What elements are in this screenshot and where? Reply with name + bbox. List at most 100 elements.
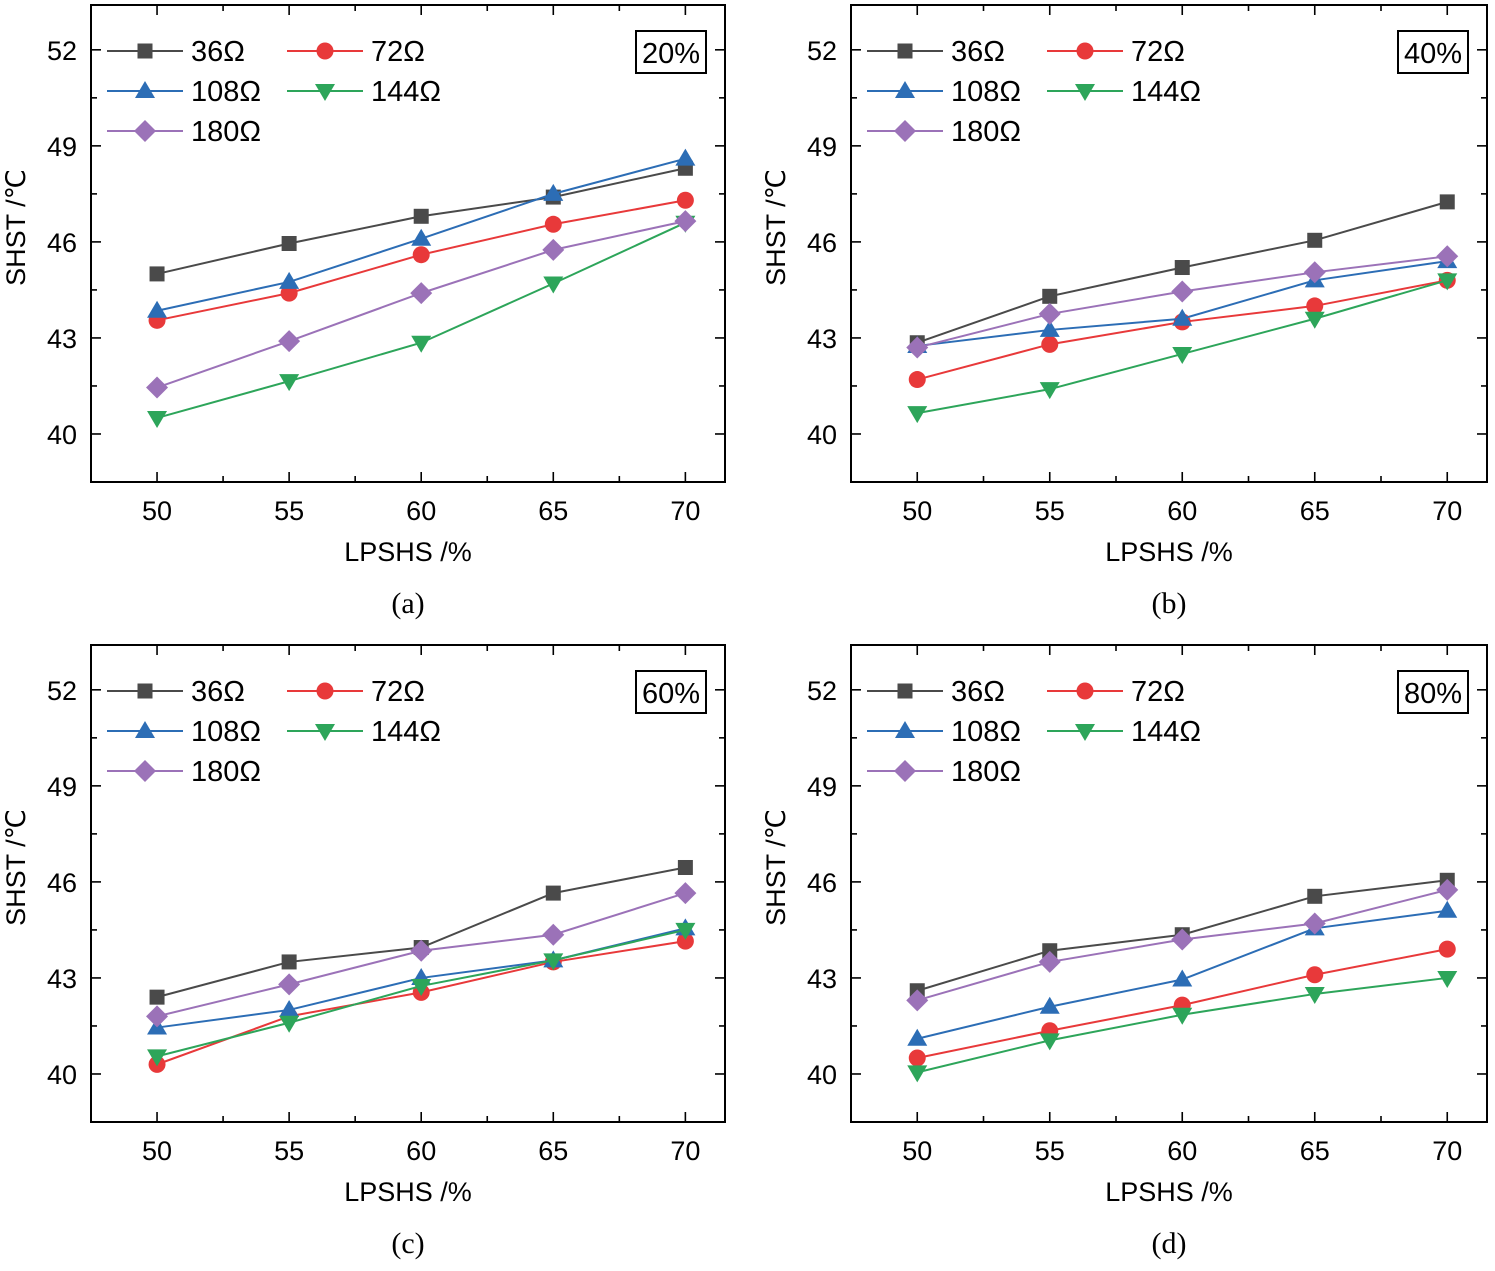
data-point [676, 191, 694, 209]
plot-frame [90, 4, 726, 483]
legend-label: 144Ω [371, 76, 441, 108]
legend-label: 144Ω [1131, 76, 1201, 108]
data-point [1041, 335, 1059, 353]
y-tick-label: 52 [47, 676, 77, 706]
legend-label: 36Ω [951, 676, 1005, 708]
data-point [1038, 950, 1061, 973]
y-tick-label: 46 [47, 868, 77, 898]
x-tick-label: 55 [1035, 496, 1065, 526]
y-tick-label: 49 [47, 772, 77, 802]
data-point [1039, 1033, 1060, 1051]
x-tick-label: 55 [274, 1136, 304, 1166]
data-point [1437, 970, 1458, 988]
y-tick-label: 40 [47, 420, 77, 450]
y-tick-label: 43 [807, 964, 837, 994]
data-point [279, 374, 300, 392]
percent-tag-box [1397, 670, 1469, 714]
percent-tag-box [635, 670, 707, 714]
data-point [1438, 940, 1456, 958]
y-tick-label: 43 [47, 964, 77, 994]
legend-marker [316, 682, 334, 700]
data-point [907, 406, 928, 424]
data-point [1303, 912, 1326, 935]
x-tick-label: 65 [538, 496, 568, 526]
data-point [411, 228, 432, 246]
data-point [410, 939, 433, 962]
legend-label: 72Ω [371, 36, 425, 68]
data-point [543, 953, 564, 971]
data-point [542, 923, 565, 946]
data-point [907, 1065, 928, 1083]
chart-panel-c: 40 43 46 49 52 50 55 60 65 70 LPSHS /% SHST /℃ (c) 36… [1, 644, 726, 1260]
data-point [1039, 382, 1060, 400]
legend-marker [894, 760, 916, 782]
data-point [674, 882, 697, 905]
data-point [413, 208, 429, 224]
data-point [1304, 311, 1325, 329]
y-tick-label: 46 [807, 228, 837, 258]
legend-marker [1075, 84, 1095, 101]
legend-marker [894, 120, 916, 142]
data-point [279, 1015, 300, 1033]
panel-caption: (c) [391, 1227, 424, 1260]
data-point [1436, 878, 1459, 901]
data-point [1304, 986, 1325, 1004]
x-tick-label: 70 [670, 496, 700, 526]
data-point [281, 236, 297, 251]
x-axis-title: LPSHS /% [1105, 537, 1233, 567]
data-point [543, 276, 564, 294]
x-tick-label: 65 [538, 1136, 568, 1166]
x-tick-label: 65 [1300, 1136, 1330, 1166]
legend-label: 36Ω [191, 36, 245, 68]
percent-tag: 40% [1404, 38, 1462, 70]
x-tick-label: 70 [670, 1136, 700, 1166]
legend-marker [897, 683, 913, 699]
x-tick-label: 50 [142, 1136, 172, 1166]
data-point [1437, 273, 1458, 291]
data-point [674, 210, 697, 233]
data-point [278, 973, 301, 996]
data-point [411, 335, 432, 353]
legend-marker [1075, 724, 1095, 741]
y-tick-label: 52 [807, 676, 837, 706]
data-point [410, 282, 433, 305]
percent-tag: 60% [642, 678, 700, 710]
legend-marker [895, 81, 915, 98]
y-axis-title: SHST /℃ [761, 809, 791, 926]
data-point [907, 1028, 928, 1046]
data-point [146, 1005, 169, 1028]
legend-marker [137, 43, 153, 59]
percent-tag: 80% [1404, 678, 1462, 710]
data-point [1171, 928, 1194, 951]
data-point [1307, 888, 1323, 904]
y-tick-label: 40 [47, 1060, 77, 1090]
x-tick-label: 50 [142, 496, 172, 526]
y-tick-label: 40 [807, 420, 837, 450]
data-point [411, 978, 432, 996]
data-point [279, 271, 300, 289]
legend-label: 108Ω [951, 716, 1021, 748]
data-point [545, 885, 561, 901]
data-point [1307, 232, 1323, 248]
data-point [1042, 943, 1058, 959]
data-point [543, 183, 564, 201]
y-tick-label: 52 [47, 36, 77, 66]
data-point [1303, 261, 1326, 284]
x-axis-title: LPSHS /% [344, 537, 472, 567]
legend-marker [135, 81, 155, 98]
chart-panel-b: 40 43 46 49 52 50 55 60 65 70 LPSHS /% SHST /℃ (b) 36… [761, 4, 1488, 620]
data-point [147, 300, 168, 318]
data-point [1436, 245, 1459, 268]
data-point [281, 954, 297, 970]
legend-label: 72Ω [1131, 36, 1185, 68]
y-tick-label: 49 [47, 132, 77, 162]
data-point [279, 999, 300, 1017]
data-point [544, 215, 562, 233]
legend-marker [315, 724, 335, 741]
data-point [906, 336, 929, 359]
plot-frame [850, 4, 1488, 483]
legend-label: 108Ω [191, 716, 261, 748]
legend-marker [895, 721, 915, 738]
legend-label: 72Ω [371, 676, 425, 708]
panel-caption: (a) [391, 587, 424, 620]
